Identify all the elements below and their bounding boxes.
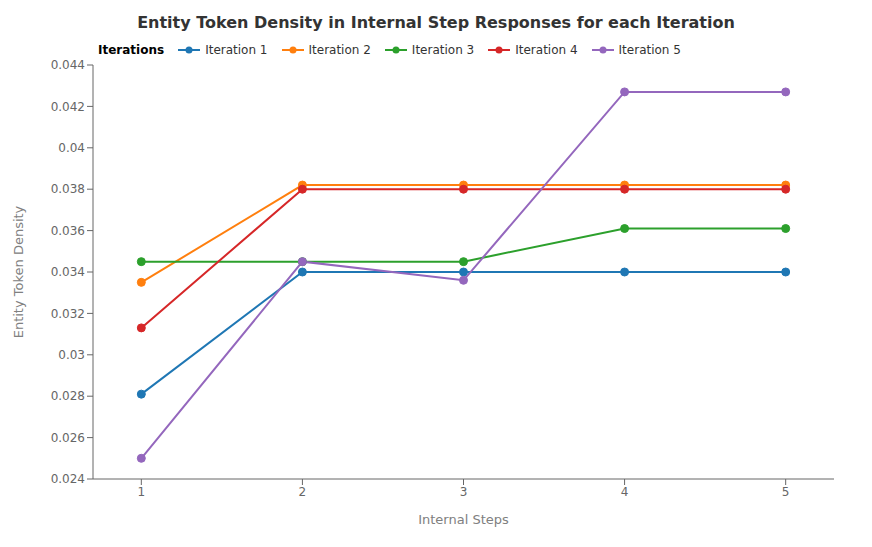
svg-text:4: 4 (621, 485, 629, 499)
html-text:Iteration 2: Iteration 2 (308, 43, 371, 57)
svg-text:0.028: 0.028 (51, 389, 85, 403)
svg-text:0.036: 0.036 (51, 224, 85, 238)
svg-text:0.024: 0.024 (51, 472, 85, 486)
svg-text:1: 1 (138, 485, 146, 499)
html-text:Iterations: Iterations (98, 43, 165, 57)
html-text:Iteration 5: Iteration 5 (618, 43, 681, 57)
svg-text:0.032: 0.032 (51, 307, 85, 321)
svg-text:5: 5 (782, 485, 790, 499)
html-text:Iteration 1: Iteration 1 (205, 43, 268, 57)
svg-text:0.026: 0.026 (51, 431, 85, 445)
svg-text:0.038: 0.038 (51, 182, 85, 196)
svg-text:0.03: 0.03 (58, 348, 85, 362)
svg-text:0.044: 0.044 (51, 58, 85, 72)
svg-text:0.034: 0.034 (51, 265, 85, 279)
svg-text:3: 3 (460, 485, 468, 499)
svg-text:Entity Token Density: Entity Token Density (11, 205, 26, 338)
html-text:Iteration 3: Iteration 3 (411, 43, 475, 57)
html-text:Entity Token Density in Intern: Entity Token Density in Internal Step Re… (137, 13, 735, 32)
html-text:Iteration 4: Iteration 4 (515, 43, 578, 57)
svg-text:0.042: 0.042 (51, 100, 85, 114)
svg-text:0.04: 0.04 (58, 141, 85, 155)
svg-text:2: 2 (299, 485, 307, 499)
svg-text:Internal Steps: Internal Steps (418, 512, 509, 527)
